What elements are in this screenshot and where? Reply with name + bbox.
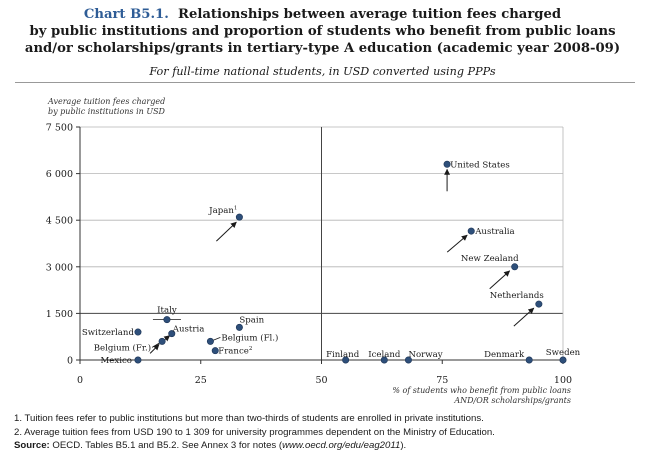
title-text-1: Relationships between average tuition fe… (178, 7, 562, 22)
x-axis-title: % of students who benefit from public lo… (392, 386, 571, 405)
label-sweden: Sweden (546, 348, 581, 358)
label-finland: Finland (326, 350, 360, 360)
x-tick-labels: 0 25 50 75 100 (77, 360, 572, 386)
label-mexico: Mexico (100, 356, 131, 366)
label-netherlands: Netherlands (490, 291, 544, 301)
arrow-belgium-fr (149, 344, 160, 354)
point-united-states (443, 160, 451, 168)
label-iceland: Iceland (368, 350, 401, 360)
footnote-1: 1. Tuition fees refer to public institut… (14, 413, 484, 424)
x-axis-title-line-2: AND/OR scholarships/grants (453, 396, 571, 405)
label-austria: Austria (172, 325, 205, 335)
label-japan: Japan1 (208, 206, 237, 217)
label-france-footnote: 2 (249, 346, 253, 352)
label-belgium-fl: Belgium (Fl.) (221, 332, 278, 343)
label-spain: Spain (239, 315, 264, 325)
label-italy: Italy (157, 306, 177, 316)
y-tick-label-0: 0 (67, 356, 73, 367)
label-switzerland: Switzerland (82, 328, 135, 338)
label-australia: Australia (474, 227, 514, 237)
y-tick-labels: 0 1 500 3 000 4 500 6 000 7 500 (46, 123, 80, 367)
point-japan (235, 213, 243, 221)
x-tick-label-75: 75 (436, 375, 448, 386)
source-text: OECD. Tables B5.1 and B5.2. See Annex 3 … (49, 440, 283, 451)
arrow-austria (163, 335, 171, 342)
chart-number: Chart B5.1. (83, 7, 169, 22)
label-belgium-fr: Belgium (Fr.) (94, 342, 151, 353)
point-iceland (380, 356, 388, 364)
point-australia (467, 227, 475, 235)
x-tick-label-100: 100 (554, 375, 572, 386)
label-japan-footnote: 1 (234, 206, 238, 212)
trend-arrows (149, 168, 535, 354)
gridlines (80, 126, 564, 360)
footnote-2: 2. Average tuition fees from USD 190 to … (14, 426, 495, 438)
label-denmark: Denmark (484, 350, 525, 360)
arrow-japan (216, 221, 237, 242)
source-link[interactable]: www.oecd.org/edu/eag2011 (282, 440, 401, 451)
y-tick-label-3000: 3 000 (46, 262, 73, 273)
x-axis-title-line-1: % of students who benefit from public lo… (392, 386, 571, 395)
source-end: ). (400, 440, 407, 451)
point-finland (342, 356, 350, 364)
x-tick-label-50: 50 (315, 375, 327, 386)
x-tick-label-0: 0 (77, 375, 83, 386)
label-united-states: United States (450, 160, 510, 170)
source-label: Source: (14, 440, 50, 451)
y-axis-title-line-1: Average tuition fees charged (47, 97, 165, 106)
source-note: Source: OECD. Tables B5.1 and B5.2. See … (14, 439, 639, 453)
point-italy (163, 316, 171, 324)
title-line-1: Chart B5.1. Relationships between averag… (0, 6, 645, 23)
point-belgium-fl (206, 337, 214, 345)
title-line-2: by public institutions and proportion of… (29, 24, 616, 39)
label-norway: Norway (408, 350, 442, 360)
footnotes: 1. Tuition fees refer to public institut… (14, 412, 639, 453)
point-netherlands (535, 300, 543, 308)
point-belgium-fr (158, 337, 166, 345)
point-denmark (525, 356, 533, 364)
point-labels: United States Japan1 Australia New Zealand N… (82, 160, 581, 366)
title-rule (15, 82, 635, 83)
y-tick-label-7500: 7 500 (46, 123, 73, 134)
label-new-zealand: New Zealand (461, 254, 519, 264)
point-new-zealand (511, 263, 519, 271)
y-axis-title-line-2: by public institutions in USD (48, 107, 166, 116)
y-tick-label-6000: 6 000 (46, 169, 73, 180)
arrow-netherlands (513, 307, 535, 327)
point-austria (168, 330, 176, 338)
y-tick-label-1500: 1 500 (46, 309, 73, 320)
point-france (211, 347, 219, 355)
point-mexico (134, 356, 142, 364)
chart-title: Chart B5.1. Relationships between averag… (0, 6, 645, 57)
point-sweden (559, 356, 567, 364)
point-spain (235, 323, 243, 331)
point-switzerland (134, 328, 142, 336)
x-tick-label-25: 25 (195, 375, 207, 386)
arrow-australia (446, 234, 468, 253)
data-points (134, 160, 567, 364)
arrow-new-zealand (489, 270, 511, 290)
point-norway (404, 356, 412, 364)
label-france: France2 (218, 346, 252, 357)
chart-subtitle: For full-time national students, in USD … (149, 65, 496, 78)
title-line-3: and/or scholarships/grants in tertiary-t… (24, 41, 621, 56)
y-tick-label-4500: 4 500 (46, 216, 73, 227)
